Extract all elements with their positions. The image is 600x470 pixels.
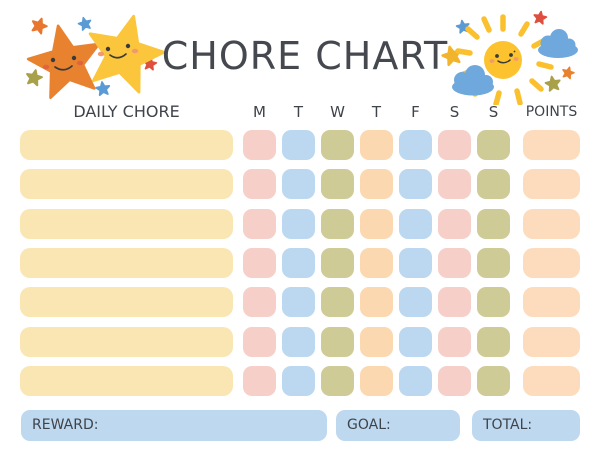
day-cell[interactable]: [477, 366, 510, 396]
small-orange-star-icon: [560, 64, 576, 80]
points-header: POINTS: [525, 104, 578, 120]
small-olive-star-icon: [543, 74, 563, 93]
day-cell[interactable]: [399, 130, 432, 160]
day-cell[interactable]: [360, 169, 393, 199]
points-cell[interactable]: [523, 248, 580, 278]
chore-name-field[interactable]: [20, 130, 233, 160]
yellow-star-face: [97, 43, 139, 59]
day-cell[interactable]: [399, 287, 432, 317]
day-cell[interactable]: [321, 287, 354, 317]
day-header-mon: M: [253, 103, 266, 121]
day-cell[interactable]: [360, 248, 393, 278]
day-header-fri: F: [411, 103, 420, 121]
points-cell[interactable]: [523, 130, 580, 160]
day-cell[interactable]: [243, 366, 276, 396]
small-blue-star-icon: [94, 80, 112, 97]
day-cell[interactable]: [243, 130, 276, 160]
sun-face: [489, 50, 519, 64]
small-olive-star-icon: [24, 67, 45, 87]
day-cell[interactable]: [243, 169, 276, 199]
day-cell[interactable]: [321, 248, 354, 278]
orange-star-face: [42, 55, 84, 71]
day-cell[interactable]: [360, 366, 393, 396]
day-cell[interactable]: [399, 169, 432, 199]
day-cell[interactable]: [360, 130, 393, 160]
day-cell[interactable]: [438, 287, 471, 317]
day-cell[interactable]: [282, 248, 315, 278]
day-cell[interactable]: [282, 209, 315, 239]
total-field[interactable]: TOTAL:: [472, 410, 580, 441]
day-cell[interactable]: [282, 327, 315, 357]
stars-decoration: [20, 8, 170, 103]
day-cell[interactable]: [477, 169, 510, 199]
day-header-sat: S: [449, 103, 460, 121]
day-cell[interactable]: [438, 169, 471, 199]
points-cell[interactable]: [523, 327, 580, 357]
day-cell[interactable]: [243, 248, 276, 278]
points-cell[interactable]: [523, 169, 580, 199]
cloud-icon: [452, 65, 494, 96]
goal-label: GOAL:: [347, 417, 391, 433]
day-cell[interactable]: [477, 209, 510, 239]
points-cell[interactable]: [523, 287, 580, 317]
page-title: CHORE CHART: [161, 34, 449, 78]
sun-clouds-decoration: [439, 9, 578, 105]
small-orange-star-icon: [28, 15, 50, 36]
chore-name-field[interactable]: [20, 169, 233, 199]
day-cell[interactable]: [321, 169, 354, 199]
day-cell[interactable]: [399, 327, 432, 357]
day-cell[interactable]: [321, 209, 354, 239]
day-header-tue: T: [293, 103, 304, 121]
chore-name-field[interactable]: [20, 327, 233, 357]
chore-name-field[interactable]: [20, 287, 233, 317]
day-cell[interactable]: [321, 366, 354, 396]
goal-field[interactable]: GOAL:: [336, 410, 460, 441]
chore-name-field[interactable]: [20, 366, 233, 396]
day-cell[interactable]: [438, 366, 471, 396]
day-cell[interactable]: [282, 169, 315, 199]
day-cell[interactable]: [360, 287, 393, 317]
day-cell[interactable]: [282, 287, 315, 317]
day-cell[interactable]: [399, 209, 432, 239]
chore-name-field[interactable]: [20, 209, 233, 239]
day-cell[interactable]: [438, 130, 471, 160]
small-red-star-icon: [532, 9, 549, 26]
day-cell[interactable]: [282, 366, 315, 396]
day-cell[interactable]: [282, 130, 315, 160]
day-header-thu: T: [371, 103, 382, 121]
day-cell[interactable]: [399, 366, 432, 396]
day-cell[interactable]: [360, 209, 393, 239]
day-cell[interactable]: [477, 287, 510, 317]
day-cell[interactable]: [477, 248, 510, 278]
chore-name-field[interactable]: [20, 248, 233, 278]
day-cell[interactable]: [477, 327, 510, 357]
day-header-sun: S: [488, 103, 499, 121]
day-cell[interactable]: [321, 327, 354, 357]
cloud-icon: [538, 29, 578, 58]
points-cell[interactable]: [523, 209, 580, 239]
total-label: TOTAL:: [483, 417, 533, 433]
day-cell[interactable]: [438, 327, 471, 357]
daily-chore-header: DAILY CHORE: [73, 102, 180, 121]
day-header-wed: W: [330, 103, 345, 121]
day-cell[interactable]: [360, 327, 393, 357]
points-cell[interactable]: [523, 366, 580, 396]
day-cell[interactable]: [243, 327, 276, 357]
day-cell[interactable]: [321, 130, 354, 160]
reward-label: REWARD:: [32, 417, 99, 433]
day-cell[interactable]: [438, 209, 471, 239]
day-cell[interactable]: [243, 209, 276, 239]
day-cell[interactable]: [399, 248, 432, 278]
day-cell[interactable]: [477, 130, 510, 160]
small-yellow-star-icon: [439, 43, 464, 67]
small-blue-star-icon: [76, 15, 94, 32]
day-cell[interactable]: [438, 248, 471, 278]
reward-field[interactable]: REWARD:: [21, 410, 327, 441]
day-cell[interactable]: [243, 287, 276, 317]
